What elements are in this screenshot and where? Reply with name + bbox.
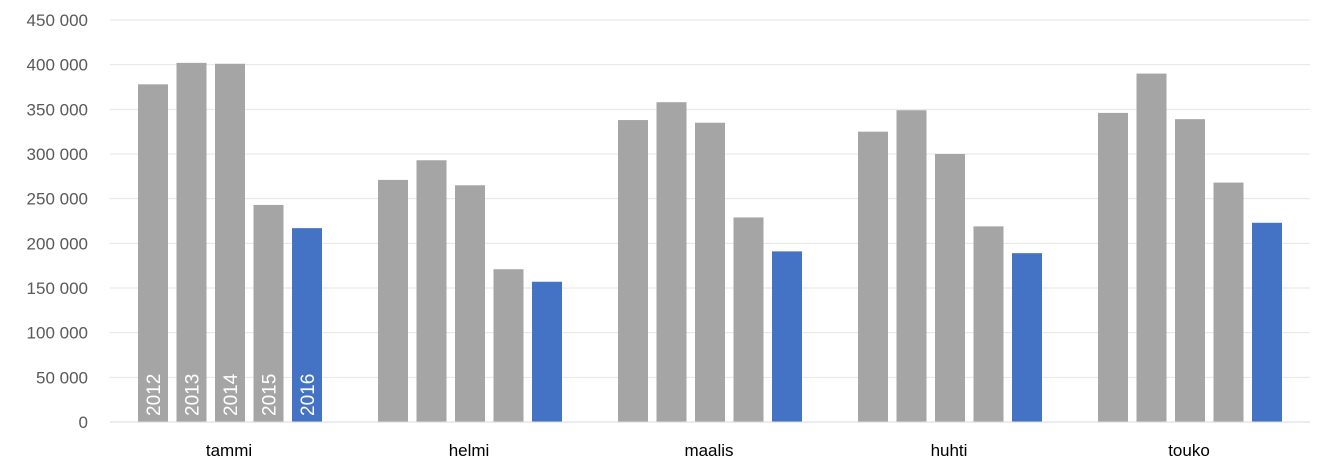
bar-2012-huhti [858,131,888,422]
bar-2013-huhti [896,110,927,422]
y-tick-label: 100 000 [27,324,88,343]
bar-2012-touko [1098,112,1128,422]
bar-2013-helmi [416,160,447,422]
bar-2015-tammi [253,204,284,422]
bar-2014-touko [1175,119,1205,422]
bar-2014-tammi [215,63,245,422]
bar-2016-touko [1252,222,1282,422]
x-category-label: huhti [931,441,968,460]
x-category-label: maalis [684,441,733,460]
bar-2013-touko [1136,73,1167,422]
bar-2014-huhti [935,154,965,422]
bar-2014-helmi [455,185,485,422]
series-label-2012: 2012 [144,374,165,416]
bar-2013-tammi [176,62,207,422]
x-axis-category-labels: tammi helmi maalis huhti touko [206,441,1210,460]
bar-2016-tammi [292,228,322,422]
y-tick-label: 0 [79,413,88,432]
y-axis-tick-labels: 0 50 000 100 000 150 000 200 000 250 000 300 0… [27,11,88,432]
bar-2014-maalis [695,122,725,422]
y-tick-label: 150 000 [27,279,88,298]
y-tick-label: 300 000 [27,145,88,164]
bar-2016-helmi [532,281,562,422]
bar-2015-huhti [973,226,1004,422]
series-label-2015: 2015 [260,374,281,416]
x-category-label: helmi [449,441,490,460]
y-tick-label: 50 000 [36,368,88,387]
bar-2012-helmi [378,179,408,422]
series-label-2013: 2013 [183,374,204,416]
bar-2015-touko [1213,182,1244,422]
bar-series-labels: 2012 2013 2014 2015 2016 [144,373,319,416]
y-tick-label: 400 000 [27,56,88,75]
bar-2016-huhti [1012,253,1042,422]
bars [138,62,1282,422]
x-category-label: touko [1168,441,1210,460]
bar-2012-maalis [618,120,648,422]
x-category-label: tammi [206,441,252,460]
series-label-2014: 2014 [221,373,242,416]
bar-2015-helmi [493,269,524,422]
y-tick-label: 200 000 [27,234,88,253]
bar-2013-maalis [656,102,687,422]
bar-2012-tammi [138,84,168,422]
y-tick-label: 450 000 [27,11,88,30]
y-tick-label: 350 000 [27,100,88,119]
series-label-2016: 2016 [298,374,319,416]
bar-2015-maalis [733,217,764,422]
bar-2016-maalis [772,251,802,422]
y-tick-label: 250 000 [27,190,88,209]
